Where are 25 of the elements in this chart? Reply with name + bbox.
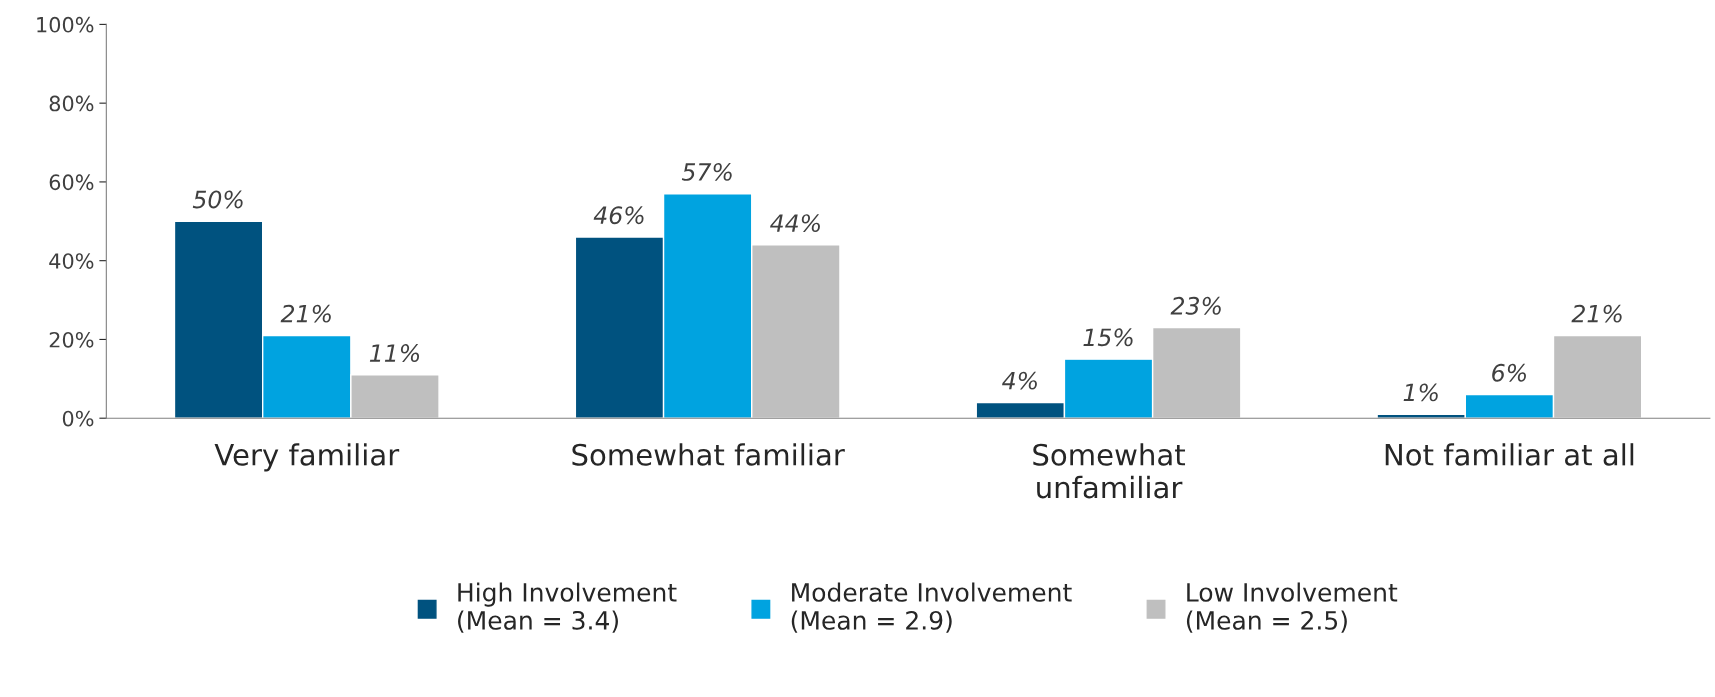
data-label: 50% — [192, 190, 243, 209]
data-label: 46% — [593, 206, 644, 225]
y-tick-label: 40% — [49, 253, 94, 269]
data-label: 21% — [1571, 304, 1622, 323]
x-tick-label: Somewhat familiar — [572, 443, 845, 466]
y-tick-label: 100% — [37, 16, 94, 33]
data-label: 4% — [1002, 371, 1037, 390]
y-tick-label: 80% — [49, 95, 94, 112]
legend-label: Low Involvement (Mean = 2.5) — [1186, 582, 1398, 633]
x-tick-label: Not familiar at all — [1385, 443, 1634, 466]
legend-label: Moderate Involvement (Mean = 2.9) — [791, 582, 1072, 633]
y-tick-label: 20% — [49, 331, 94, 348]
data-label: 6% — [1492, 363, 1526, 382]
data-label: 11% — [369, 344, 420, 362]
y-tick-label: 60% — [49, 174, 94, 191]
data-label: 1% — [1403, 383, 1438, 402]
data-label: 23% — [1170, 296, 1221, 315]
legend-label: High Involvement (Mean = 3.4) — [458, 582, 677, 633]
data-label: 44% — [770, 214, 820, 233]
x-tick-label: Very familiar — [214, 443, 400, 472]
data-label: 57% — [681, 162, 732, 181]
y-tick-label: 0% — [62, 410, 94, 427]
data-label: 21% — [280, 304, 331, 323]
data-label: 15% — [1083, 328, 1133, 347]
x-tick-label: Somewhat unfamiliar — [1033, 443, 1186, 499]
